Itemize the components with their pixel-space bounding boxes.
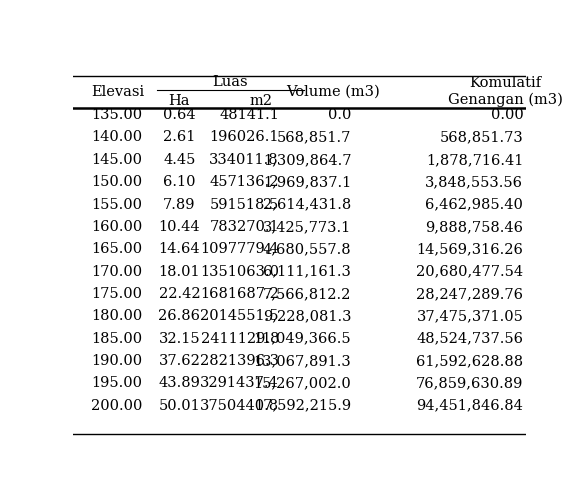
Text: 1,969,837.1: 1,969,837.1 — [263, 175, 352, 189]
Text: 10.44: 10.44 — [158, 220, 200, 234]
Text: 15,267,002.0: 15,267,002.0 — [253, 376, 352, 390]
Text: m2: m2 — [249, 94, 272, 108]
Text: 175.00: 175.00 — [91, 287, 142, 301]
Text: 145.00: 145.00 — [91, 153, 142, 167]
Text: 17,592,215.9: 17,592,215.9 — [254, 399, 352, 413]
Text: 37,475,371.05: 37,475,371.05 — [416, 309, 523, 323]
Text: 1351063.0: 1351063.0 — [200, 265, 279, 278]
Text: 165.00: 165.00 — [91, 242, 142, 256]
Text: 1,309,864.7: 1,309,864.7 — [263, 153, 352, 167]
Text: 1,878,716.41: 1,878,716.41 — [426, 153, 523, 167]
Text: 0.0: 0.0 — [328, 108, 352, 122]
Text: 28,247,289.76: 28,247,289.76 — [416, 287, 523, 301]
Text: 48141.1: 48141.1 — [219, 108, 279, 122]
Text: 591518.5: 591518.5 — [210, 197, 279, 212]
Text: 37.62: 37.62 — [158, 354, 200, 368]
Text: 568,851.7: 568,851.7 — [277, 130, 352, 145]
Text: Ha: Ha — [169, 94, 190, 108]
Text: 196026.1: 196026.1 — [210, 130, 279, 145]
Text: 180.00: 180.00 — [91, 309, 142, 323]
Text: 568,851.73: 568,851.73 — [440, 130, 523, 145]
Text: 0.64: 0.64 — [163, 108, 196, 122]
Text: 22.42: 22.42 — [158, 287, 200, 301]
Text: 2411129.8: 2411129.8 — [200, 332, 279, 345]
Text: 150.00: 150.00 — [91, 175, 142, 189]
Text: 48,524,737.56: 48,524,737.56 — [416, 332, 523, 345]
Text: 195.00: 195.00 — [91, 376, 142, 390]
Text: Luas: Luas — [213, 75, 248, 89]
Text: 2821396.3: 2821396.3 — [200, 354, 279, 368]
Text: Volume (m3): Volume (m3) — [286, 85, 380, 99]
Text: 1097779.4: 1097779.4 — [200, 242, 279, 256]
Text: 1681687.2: 1681687.2 — [200, 287, 279, 301]
Text: Komulatif
Genangan (m3): Komulatif Genangan (m3) — [448, 76, 562, 107]
Text: 190.00: 190.00 — [91, 354, 142, 368]
Text: 3291437.4: 3291437.4 — [200, 376, 279, 390]
Text: 94,451,846.84: 94,451,846.84 — [416, 399, 523, 413]
Text: 6,111,161.3: 6,111,161.3 — [263, 265, 352, 278]
Text: 11,049,366.5: 11,049,366.5 — [253, 332, 352, 345]
Text: 18.01: 18.01 — [158, 265, 200, 278]
Text: 160.00: 160.00 — [91, 220, 142, 234]
Text: 6.10: 6.10 — [163, 175, 196, 189]
Text: 4.45: 4.45 — [163, 153, 196, 167]
Text: 200.00: 200.00 — [91, 399, 142, 413]
Text: 76,859,630.89: 76,859,630.89 — [416, 376, 523, 390]
Text: 20,680,477.54: 20,680,477.54 — [416, 265, 523, 278]
Text: 26.86: 26.86 — [158, 309, 200, 323]
Text: 3,848,553.56: 3,848,553.56 — [425, 175, 523, 189]
Text: 6,462,985.40: 6,462,985.40 — [426, 197, 523, 212]
Text: 140.00: 140.00 — [91, 130, 142, 145]
Text: 155.00: 155.00 — [91, 197, 142, 212]
Text: 2.61: 2.61 — [163, 130, 196, 145]
Text: 43.89: 43.89 — [158, 376, 200, 390]
Text: 185.00: 185.00 — [91, 332, 142, 345]
Text: Elevasi: Elevasi — [91, 85, 144, 99]
Text: 334011.8: 334011.8 — [209, 153, 279, 167]
Text: 2,614,431.8: 2,614,431.8 — [263, 197, 352, 212]
Text: 7.89: 7.89 — [163, 197, 196, 212]
Text: 4,680,557.8: 4,680,557.8 — [263, 242, 352, 256]
Text: 3750440.8: 3750440.8 — [200, 399, 279, 413]
Text: 13,067,891.3: 13,067,891.3 — [253, 354, 352, 368]
Text: 0.00: 0.00 — [491, 108, 523, 122]
Text: 14.64: 14.64 — [158, 242, 200, 256]
Text: 3,425,773.1: 3,425,773.1 — [263, 220, 352, 234]
Text: 61,592,628.88: 61,592,628.88 — [416, 354, 523, 368]
Text: 2014551.5: 2014551.5 — [200, 309, 279, 323]
Text: 32.15: 32.15 — [158, 332, 200, 345]
Text: 7,566,812.2: 7,566,812.2 — [263, 287, 352, 301]
Text: 457136.2: 457136.2 — [210, 175, 279, 189]
Text: 135.00: 135.00 — [91, 108, 142, 122]
Text: 14,569,316.26: 14,569,316.26 — [416, 242, 523, 256]
Text: 170.00: 170.00 — [91, 265, 142, 278]
Text: 9,228,081.3: 9,228,081.3 — [263, 309, 352, 323]
Text: 9,888,758.46: 9,888,758.46 — [425, 220, 523, 234]
Text: 50.01: 50.01 — [158, 399, 200, 413]
Text: 783270.1: 783270.1 — [209, 220, 279, 234]
